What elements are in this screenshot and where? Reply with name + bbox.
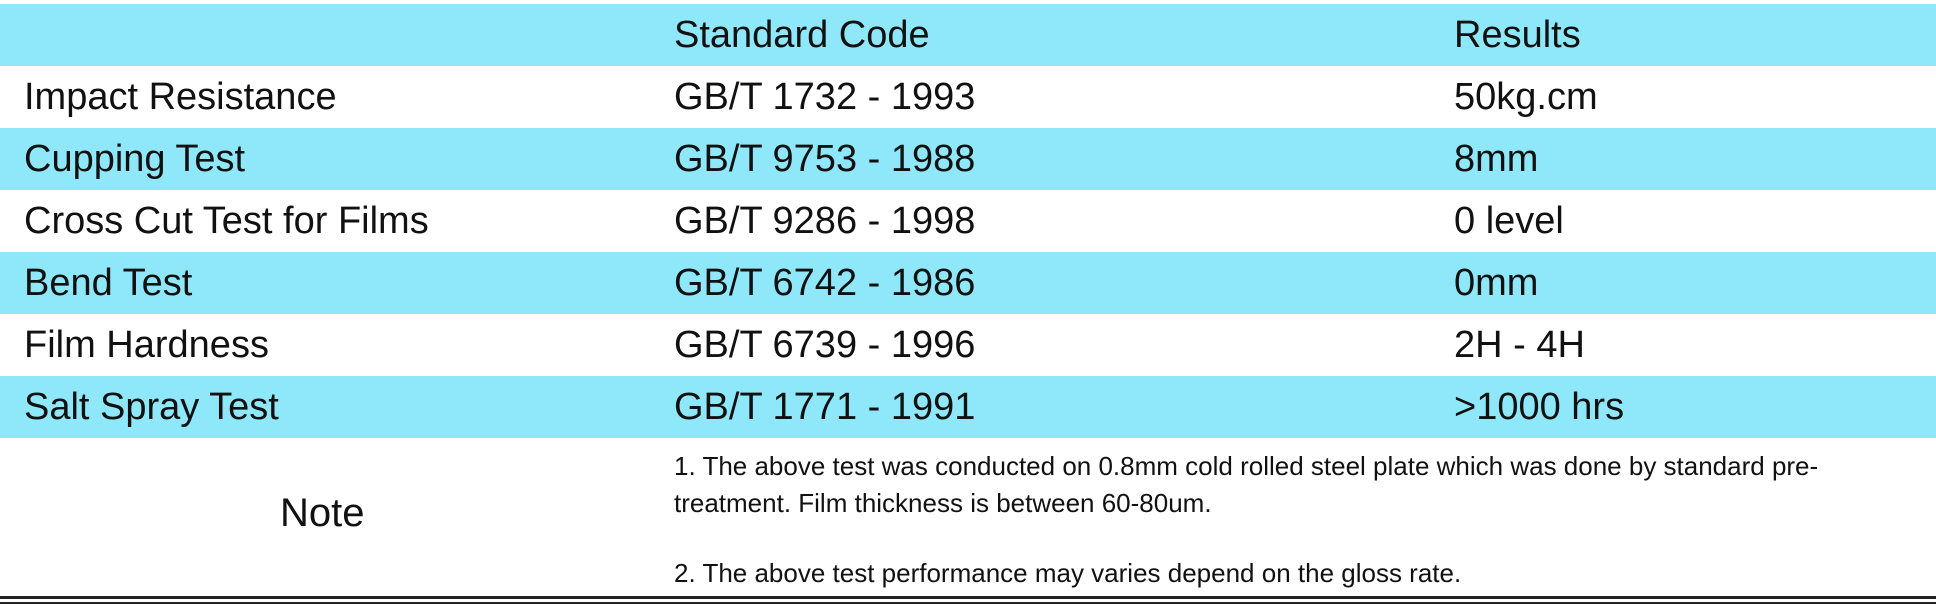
header-standard-code: Standard Code: [674, 14, 930, 56]
note-section: Note 1. The above test was conducted on …: [0, 438, 1936, 598]
standard-code: GB/T 9286 - 1998: [674, 200, 976, 242]
note-label: Note: [280, 491, 365, 535]
table-row: Film Hardness GB/T 6739 - 1996 2H - 4H: [0, 314, 1936, 376]
test-name: Film Hardness: [24, 324, 269, 366]
test-name: Salt Spray Test: [24, 386, 279, 428]
result-value: 8mm: [1454, 138, 1539, 180]
result-value: 0mm: [1454, 262, 1539, 304]
table-header-row: Standard Code Results: [0, 4, 1936, 66]
result-value: 0 level: [1454, 200, 1564, 242]
result-value: 50kg.cm: [1454, 76, 1598, 118]
test-name: Cross Cut Test for Films: [24, 200, 429, 242]
table-row: Cross Cut Test for Films GB/T 9286 - 199…: [0, 190, 1936, 252]
standard-code: GB/T 1771 - 1991: [674, 386, 976, 428]
test-name: Impact Resistance: [24, 76, 337, 118]
result-value: 2H - 4H: [1454, 324, 1585, 366]
test-name: Cupping Test: [24, 138, 246, 180]
note-text: 1. The above test was conducted on 0.8mm…: [674, 448, 1894, 592]
test-results-table: Standard Code Results Impact Resistance …: [0, 4, 1936, 438]
note-line: 2. The above test performance may varies…: [674, 558, 1462, 588]
table-row: Bend Test GB/T 6742 - 1986 0mm: [0, 252, 1936, 314]
bottom-border-line: [0, 596, 1936, 599]
standard-code: GB/T 6742 - 1986: [674, 262, 976, 304]
bottom-border-line: [0, 602, 1936, 604]
table-row: Cupping Test GB/T 9753 - 1988 8mm: [0, 128, 1936, 190]
test-name: Bend Test: [24, 262, 193, 304]
table-row: Impact Resistance GB/T 1732 - 1993 50kg.…: [0, 66, 1936, 128]
standard-code: GB/T 6739 - 1996: [674, 324, 976, 366]
note-line: 1. The above test was conducted on 0.8mm…: [674, 451, 1819, 518]
header-results: Results: [1454, 14, 1581, 56]
standard-code: GB/T 1732 - 1993: [674, 76, 976, 118]
standard-code: GB/T 9753 - 1988: [674, 138, 976, 180]
table-row: Salt Spray Test GB/T 1771 - 1991 >1000 h…: [0, 376, 1936, 438]
result-value: >1000 hrs: [1454, 386, 1625, 428]
